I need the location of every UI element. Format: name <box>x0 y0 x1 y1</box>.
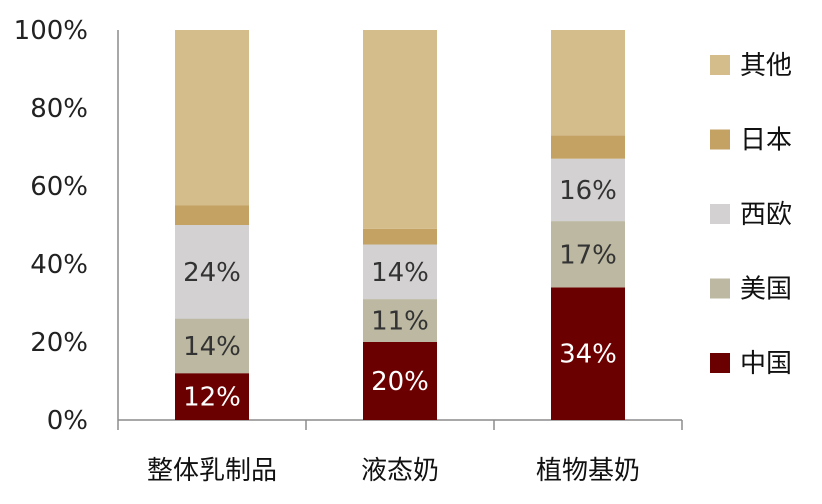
bars <box>175 30 625 420</box>
bar-segment <box>363 30 437 229</box>
bar-segment <box>363 299 437 342</box>
data-label: 12% <box>183 383 241 413</box>
category-label: 液态奶 <box>361 456 439 486</box>
axes: 0% 20% 40% 60% 80% 100% 整体乳制品 液态奶 植物基奶 <box>14 16 683 486</box>
legend-swatch <box>710 353 730 373</box>
y-tick-label: 80% <box>30 94 88 124</box>
data-label: 14% <box>183 332 241 362</box>
legend-label: 美国 <box>740 275 792 305</box>
legend-swatch <box>710 55 730 75</box>
data-label: 34% <box>559 340 617 370</box>
data-label: 24% <box>183 258 241 288</box>
category-label: 整体乳制品 <box>147 456 277 486</box>
y-tick-label: 20% <box>30 328 88 358</box>
bar-segment <box>363 244 437 300</box>
bar-segment <box>175 373 249 420</box>
bar-segment <box>175 30 249 206</box>
bar-segment <box>551 30 625 136</box>
y-tick-label: 100% <box>14 16 88 46</box>
data-label: 17% <box>559 240 617 270</box>
y-tick-label: 40% <box>30 250 88 280</box>
bar-segment <box>551 221 625 288</box>
legend-label: 中国 <box>740 349 792 379</box>
legend-swatch <box>710 204 730 224</box>
data-label: 16% <box>559 176 617 206</box>
data-label: 11% <box>371 307 429 337</box>
legend-label: 其他 <box>740 51 792 81</box>
bar-segment <box>175 205 249 225</box>
legend-swatch <box>710 129 730 150</box>
bar-segment <box>363 342 437 420</box>
bar-segment <box>363 228 437 245</box>
y-tick-label: 0% <box>47 406 88 436</box>
data-labels: 12% 14% 24% 20% 11% 14% 34% 17% 16% <box>183 176 617 413</box>
bar-segment <box>175 318 249 374</box>
legend-swatch <box>710 278 730 299</box>
y-tick-label: 60% <box>30 172 88 202</box>
data-label: 14% <box>371 258 429 288</box>
data-label: 20% <box>371 367 429 397</box>
bar-segment <box>551 158 625 222</box>
legend-label: 日本 <box>740 126 792 156</box>
category-label: 植物基奶 <box>536 456 640 486</box>
bar-segment <box>175 225 249 319</box>
bar-segment <box>551 287 625 420</box>
bar-segment <box>551 135 625 159</box>
legend-label: 西欧 <box>740 200 792 230</box>
